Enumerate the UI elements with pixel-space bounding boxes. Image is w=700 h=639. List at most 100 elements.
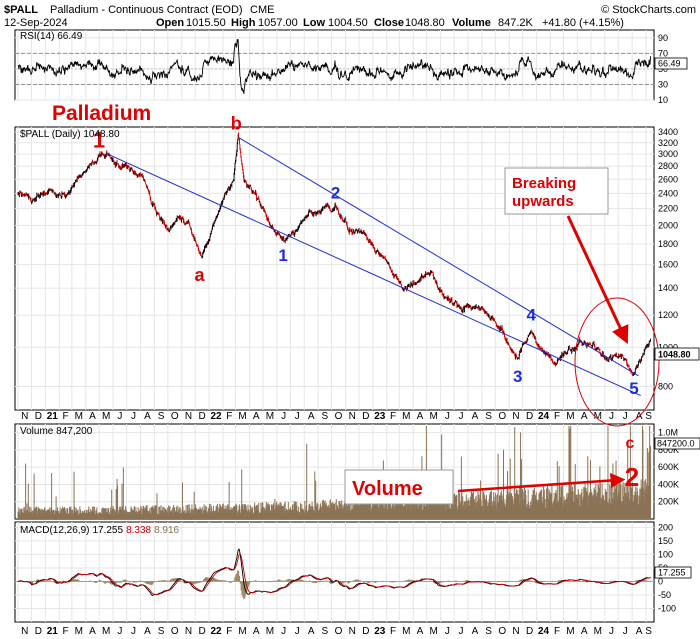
- breaking-line-2: upwards: [512, 193, 574, 210]
- month-tick-label: J: [281, 411, 286, 422]
- macd-tick-label: -100: [658, 603, 676, 613]
- change-value: +41.80 (+4.15%): [542, 17, 624, 29]
- month-tick-label: A: [581, 411, 588, 422]
- price-tick-label: 800: [658, 382, 673, 392]
- wave-label-red: b: [231, 113, 242, 133]
- year-tick-label: 22: [211, 411, 223, 422]
- channel-upper-line: [238, 136, 639, 377]
- wave-label-blue: 1: [278, 246, 287, 265]
- volume-tick-label: 800K: [658, 445, 679, 455]
- month-tick-label: D: [199, 411, 206, 422]
- macd-last-value: 17.255: [658, 568, 686, 578]
- month-tick-label: N: [349, 626, 356, 637]
- month-tick-label: J: [281, 626, 286, 637]
- last-value-tags: 66.49 1048.80 847200.0 17.255: [654, 57, 700, 579]
- price-layer: [17, 132, 652, 376]
- wave-label-2: 2: [625, 462, 639, 492]
- month-tick-label: S: [158, 626, 165, 637]
- volume-tick-label: 400K: [658, 479, 679, 489]
- month-tick-label: J: [117, 626, 122, 637]
- wave-label-blue: 4: [526, 306, 536, 325]
- month-tick-label: S: [485, 411, 492, 422]
- month-tick-label: N: [512, 626, 519, 637]
- month-tick-label: A: [417, 411, 424, 422]
- month-tick-label: J: [117, 411, 122, 422]
- month-tick-label: F: [62, 626, 68, 637]
- year-tick-label: 22: [211, 626, 223, 637]
- month-tick-label: M: [402, 411, 410, 422]
- macd-signal-value: 8.338: [126, 525, 151, 536]
- price-label: $PALL (Daily) 1048.80: [20, 129, 120, 140]
- rsi-tick-label: 70: [658, 48, 668, 58]
- date-label: 12-Sep-2024: [4, 17, 68, 29]
- month-tick-label: M: [75, 411, 83, 422]
- month-tick-label: A: [144, 626, 151, 637]
- wave-label-red: a: [194, 265, 205, 285]
- month-tick-label: D: [362, 626, 369, 637]
- month-tick-label: F: [62, 411, 68, 422]
- month-tick-label: O: [171, 411, 179, 422]
- palladium-title: Palladium: [52, 102, 151, 125]
- month-tick-label: F: [554, 626, 560, 637]
- price-tick-label: 3400: [658, 127, 678, 137]
- month-tick-label: A: [417, 626, 424, 637]
- rsi-tick-label: 90: [658, 33, 668, 43]
- open-label: Open: [156, 17, 184, 29]
- breaking-line-1: Breaking: [512, 175, 576, 192]
- month-tick-label: N: [512, 411, 519, 422]
- year-tick-label: 23: [374, 411, 386, 422]
- price-tick-label: 1200: [658, 310, 678, 320]
- month-tick-label: N: [185, 411, 192, 422]
- macd-signal-line: [17, 553, 651, 595]
- price-tick-label: 2800: [658, 161, 678, 171]
- month-tick-label: D: [35, 411, 42, 422]
- month-tick-label: S: [322, 626, 329, 637]
- macd-label-name: MACD(12,26,9): [20, 525, 89, 536]
- month-tick-label: J: [623, 626, 628, 637]
- month-tick-label: M: [75, 626, 83, 637]
- high-value: 1057.00: [258, 17, 298, 29]
- low-label: Low: [303, 17, 325, 29]
- price-last-value: 1048.80: [658, 350, 691, 360]
- volume-panel-label: Volume 847,200: [20, 426, 93, 437]
- price-tick-label: 1600: [658, 260, 678, 270]
- month-tick-label: D: [526, 411, 533, 422]
- month-tick-label: F: [390, 411, 396, 422]
- month-tick-label: J: [445, 626, 450, 637]
- rsi-line: [17, 39, 652, 94]
- month-tick-label: M: [266, 411, 274, 422]
- month-tick-label: N: [185, 626, 192, 637]
- price-tick-label: 1800: [658, 239, 678, 249]
- macd-last-tag: [654, 566, 692, 579]
- month-tick-label: A: [89, 411, 96, 422]
- month-tick-label: S: [158, 411, 165, 422]
- macd-panel: [14, 521, 655, 623]
- volume-last-tag: [654, 437, 700, 450]
- month-tick-label: F: [226, 626, 232, 637]
- low-value: 1004.50: [328, 17, 368, 29]
- wave-label-blue: 2: [331, 184, 340, 203]
- price-tick-label: 3200: [658, 138, 678, 148]
- rsi-layer: [15, 39, 654, 94]
- volume-box: [344, 469, 454, 505]
- month-tick-label: A: [253, 411, 260, 422]
- month-tick-label: F: [554, 411, 560, 422]
- price-tick-label: 2000: [658, 220, 678, 230]
- chart-header: $PALL Palladium - Continuous Contract (E…: [4, 4, 696, 29]
- macd-value: 17.255: [92, 525, 123, 536]
- month-tick-label: N: [349, 411, 356, 422]
- symbol-label: $PALL: [4, 4, 38, 16]
- rsi-tick-label: 30: [658, 79, 668, 89]
- month-tick-label: A: [308, 626, 315, 637]
- rsi-label: RSI(14) 66.49: [20, 31, 83, 42]
- volume-annotation: Volume: [352, 478, 423, 500]
- month-tick-label: J: [131, 626, 136, 637]
- month-tick-label: J: [459, 411, 464, 422]
- month-tick-label: J: [445, 411, 450, 422]
- month-tick-label: J: [609, 626, 614, 637]
- macd-layer: [15, 548, 654, 600]
- price-tick-label: 3000: [658, 149, 678, 159]
- instrument-name: Palladium - Continuous Contract (EOD): [50, 4, 243, 16]
- month-tick-label: O: [335, 411, 343, 422]
